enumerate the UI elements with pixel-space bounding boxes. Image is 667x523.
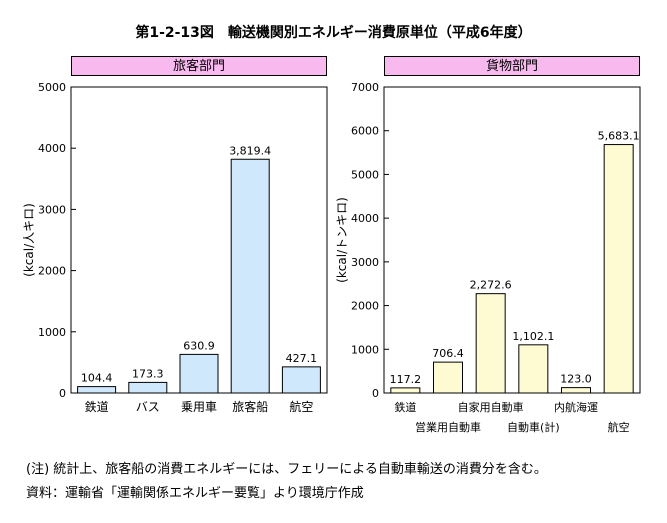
passenger-bar (179, 353, 219, 394)
freight-bar (603, 144, 634, 394)
source-note: 資料：運輸省「運輸関係エネルギー要覧」より環境庁作成 (26, 486, 364, 501)
passenger-bar (230, 158, 270, 394)
passenger-y-tick-label: 1000 (38, 326, 66, 339)
passenger-bar-value-label: 3,819.4 (229, 144, 271, 157)
freight-y-tick-label: 7000 (351, 81, 379, 94)
passenger-y-axis-label: (kcal/人キロ) (22, 203, 36, 277)
freight-category-label: 営業用自動車 (415, 420, 481, 434)
passenger-category-label: 航空 (289, 399, 313, 414)
passenger-bar (281, 366, 321, 394)
freight-panel-header: 貨物部門 (384, 56, 640, 76)
freight-bar-value-label: 2,272.6 (470, 279, 512, 292)
passenger-bar-value-label: 630.9 (183, 339, 215, 352)
passenger-y-tick-label: 2000 (38, 265, 66, 278)
freight-category-label: 内航海運 (554, 400, 598, 414)
passenger-bar (77, 386, 117, 394)
freight-y-tick-label: 1000 (351, 343, 379, 356)
passenger-y-tick-label: 3000 (38, 203, 66, 216)
freight-bar (475, 293, 506, 394)
freight-y-tick-label: 4000 (351, 212, 379, 225)
freight-y-tick-label: 5000 (351, 168, 379, 181)
passenger-y-tick-label: 0 (59, 387, 66, 400)
freight-category-label: 自動車(計) (507, 420, 560, 434)
freight-y-axis-label: (kcal/トンキロ) (335, 197, 349, 283)
passenger-y-tick-label: 4000 (38, 142, 66, 155)
freight-category-label: 鉄道 (394, 400, 416, 414)
freight-category-label: 自家用自動車 (458, 400, 524, 414)
passenger-bar-value-label: 104.4 (81, 372, 113, 385)
passenger-y-tick-label: 5000 (38, 81, 66, 94)
passenger-bar-value-label: 427.1 (286, 352, 318, 365)
freight-bar-value-label: 5,683.1 (598, 130, 640, 143)
freight-plot-frame (383, 86, 641, 394)
passenger-category-label: 乗用車 (181, 400, 217, 414)
freight-category-label: 航空 (608, 420, 630, 434)
passenger-panel-header: 旅客部門 (71, 56, 327, 76)
freight-bar (561, 387, 591, 394)
freight-y-tick-label: 3000 (351, 256, 379, 269)
passenger-bar-value-label: 173.3 (132, 367, 164, 380)
figure-title: 第1-2-13図 輸送機関別エネルギー消費原単位（平成6年度） (135, 25, 532, 41)
freight-y-tick-label: 2000 (351, 300, 379, 313)
freight-bar (433, 361, 463, 394)
freight-bar (518, 344, 549, 394)
footnote: (注) 統計上、旅客船の消費エネルギーには、フェリーによる自動車輸送の消費分を含… (26, 462, 547, 477)
freight-bar (390, 387, 421, 394)
freight-y-tick-label: 0 (372, 387, 379, 400)
passenger-bar (128, 381, 168, 394)
freight-y-tick-label: 6000 (351, 125, 379, 138)
freight-bar-value-label: 123.0 (560, 373, 592, 386)
passenger-category-label: バス (136, 400, 160, 414)
freight-bar-value-label: 117.2 (390, 373, 422, 386)
freight-bar-value-label: 706.4 (432, 347, 464, 360)
passenger-category-label: 鉄道 (85, 399, 109, 414)
freight-bar-value-label: 1,102.1 (512, 330, 554, 343)
passenger-category-label: 旅客船 (232, 399, 268, 414)
